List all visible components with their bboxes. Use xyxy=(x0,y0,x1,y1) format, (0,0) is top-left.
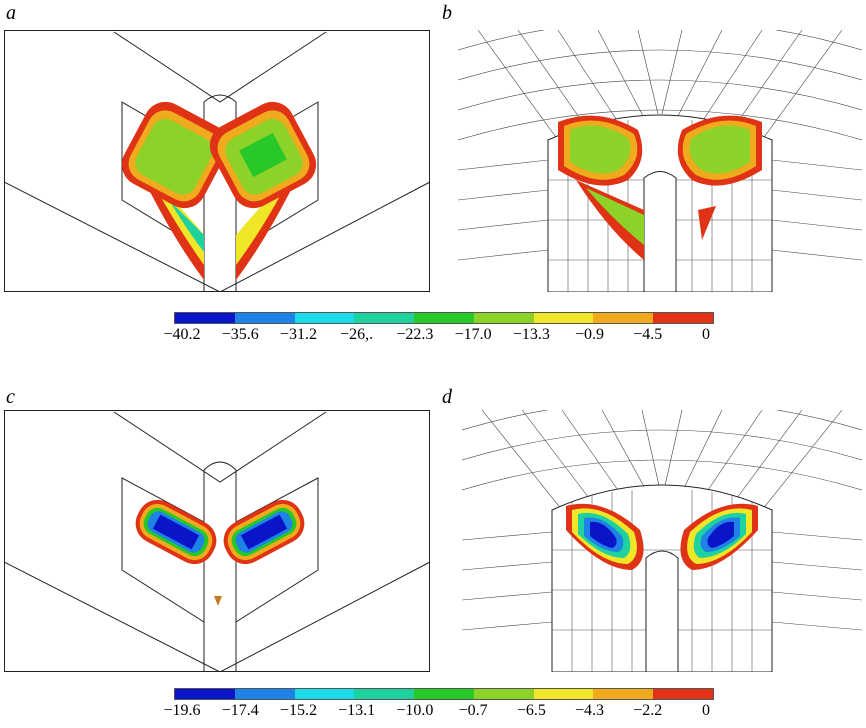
colorbar-top-swatch xyxy=(533,313,594,323)
colorbar-bottom-tick-label: −4.3 xyxy=(575,702,605,719)
colorbar-bottom-tick-label: −13.1 xyxy=(338,702,376,719)
colorbar-bottom-swatch xyxy=(294,689,355,699)
colorbar-top-swatch xyxy=(473,313,534,323)
colorbar-top-tick-label: −4.5 xyxy=(633,326,663,343)
colorbar-bottom-tick-label: −6.5 xyxy=(516,702,546,719)
colorbar-top-swatch xyxy=(653,313,714,323)
colorbar-top-swatch xyxy=(175,313,235,323)
colorbar-top-swatch xyxy=(593,313,654,323)
panel-label-d: d xyxy=(442,386,452,408)
panel-b-mesh xyxy=(458,30,862,292)
colorbar-top-swatch xyxy=(414,313,474,323)
panel-d-mesh xyxy=(462,410,862,672)
colorbar-bottom-swatch xyxy=(234,689,295,699)
colorbar-bottom-ticks: −19.6 −17.4 −15.2 −13.1 −10.0 −0.7 −6.5 −4.3 −2.… xyxy=(0,702,866,724)
colorbar-top-swatch xyxy=(354,313,415,323)
panel-label-b: b xyxy=(442,2,452,24)
field-contour-right-c xyxy=(223,499,305,565)
panel-a-svg xyxy=(4,30,430,292)
colorbar-top-strip xyxy=(174,312,714,324)
colorbar-bottom-swatch xyxy=(414,689,474,699)
colorbar-bottom-swatch xyxy=(593,689,654,699)
colorbar-top: −40.2 −35.6 −31.2 −26,. −22.3 −17.0 −13.3 −0.9 −… xyxy=(0,312,866,352)
colorbar-bottom-tick-label: −15.2 xyxy=(279,702,317,719)
colorbar-top-swatch xyxy=(234,313,295,323)
colorbar-bottom-tick-label: −2.2 xyxy=(633,702,663,719)
colorbar-bottom-tick-label: −10.0 xyxy=(396,702,434,719)
colorbar-bottom-tick-label: −17.4 xyxy=(221,702,259,719)
colorbar-top-tick-label: −13.3 xyxy=(512,326,550,343)
field-contour-left-c xyxy=(135,499,217,565)
colorbar-bottom-swatch xyxy=(533,689,594,699)
colorbar-bottom-swatch xyxy=(354,689,415,699)
colorbar-bottom-swatch xyxy=(175,689,235,699)
colorbar-top-tick-label: −40.2 xyxy=(163,326,201,343)
colorbar-top-tick-label: −0.9 xyxy=(575,326,605,343)
colorbar-top-tick-label: −31.2 xyxy=(279,326,317,343)
field-contour-right xyxy=(209,101,319,280)
colorbar-top-swatch xyxy=(294,313,355,323)
colorbar-top-tick-label: −35.6 xyxy=(221,326,259,343)
panel-label-c: c xyxy=(6,386,15,408)
colorbar-bottom-swatch xyxy=(653,689,714,699)
colorbar-bottom-swatch xyxy=(473,689,534,699)
colorbar-bottom: −19.6 −17.4 −15.2 −13.1 −10.0 −0.7 −6.5 −4.3 −2.… xyxy=(0,688,866,728)
field-contour-left-d xyxy=(566,503,644,570)
panel-label-a: a xyxy=(6,2,16,24)
panel-a-wireframe xyxy=(4,30,430,292)
colorbar-bottom-strip xyxy=(174,688,714,700)
panel-b-svg xyxy=(458,30,862,292)
field-contour-left xyxy=(121,101,229,280)
colorbar-top-tick-label: −17.0 xyxy=(454,326,492,343)
colorbar-top-tick-label: 0 xyxy=(702,326,710,343)
colorbar-top-tick-label: −26,. xyxy=(340,326,374,343)
panel-c-svg xyxy=(4,410,430,672)
panel-d-svg xyxy=(462,410,862,672)
colorbar-top-tick-label: −22.3 xyxy=(396,326,434,343)
panel-c-wireframe xyxy=(4,410,430,672)
colorbar-top-ticks: −40.2 −35.6 −31.2 −26,. −22.3 −17.0 −13.3 −0.9 −… xyxy=(0,326,866,348)
field-contour-right-d xyxy=(680,503,758,570)
colorbar-bottom-tick-label: 0 xyxy=(702,702,710,719)
colorbar-bottom-tick-label: −0.7 xyxy=(458,702,488,719)
colorbar-bottom-tick-label: −19.6 xyxy=(163,702,201,719)
